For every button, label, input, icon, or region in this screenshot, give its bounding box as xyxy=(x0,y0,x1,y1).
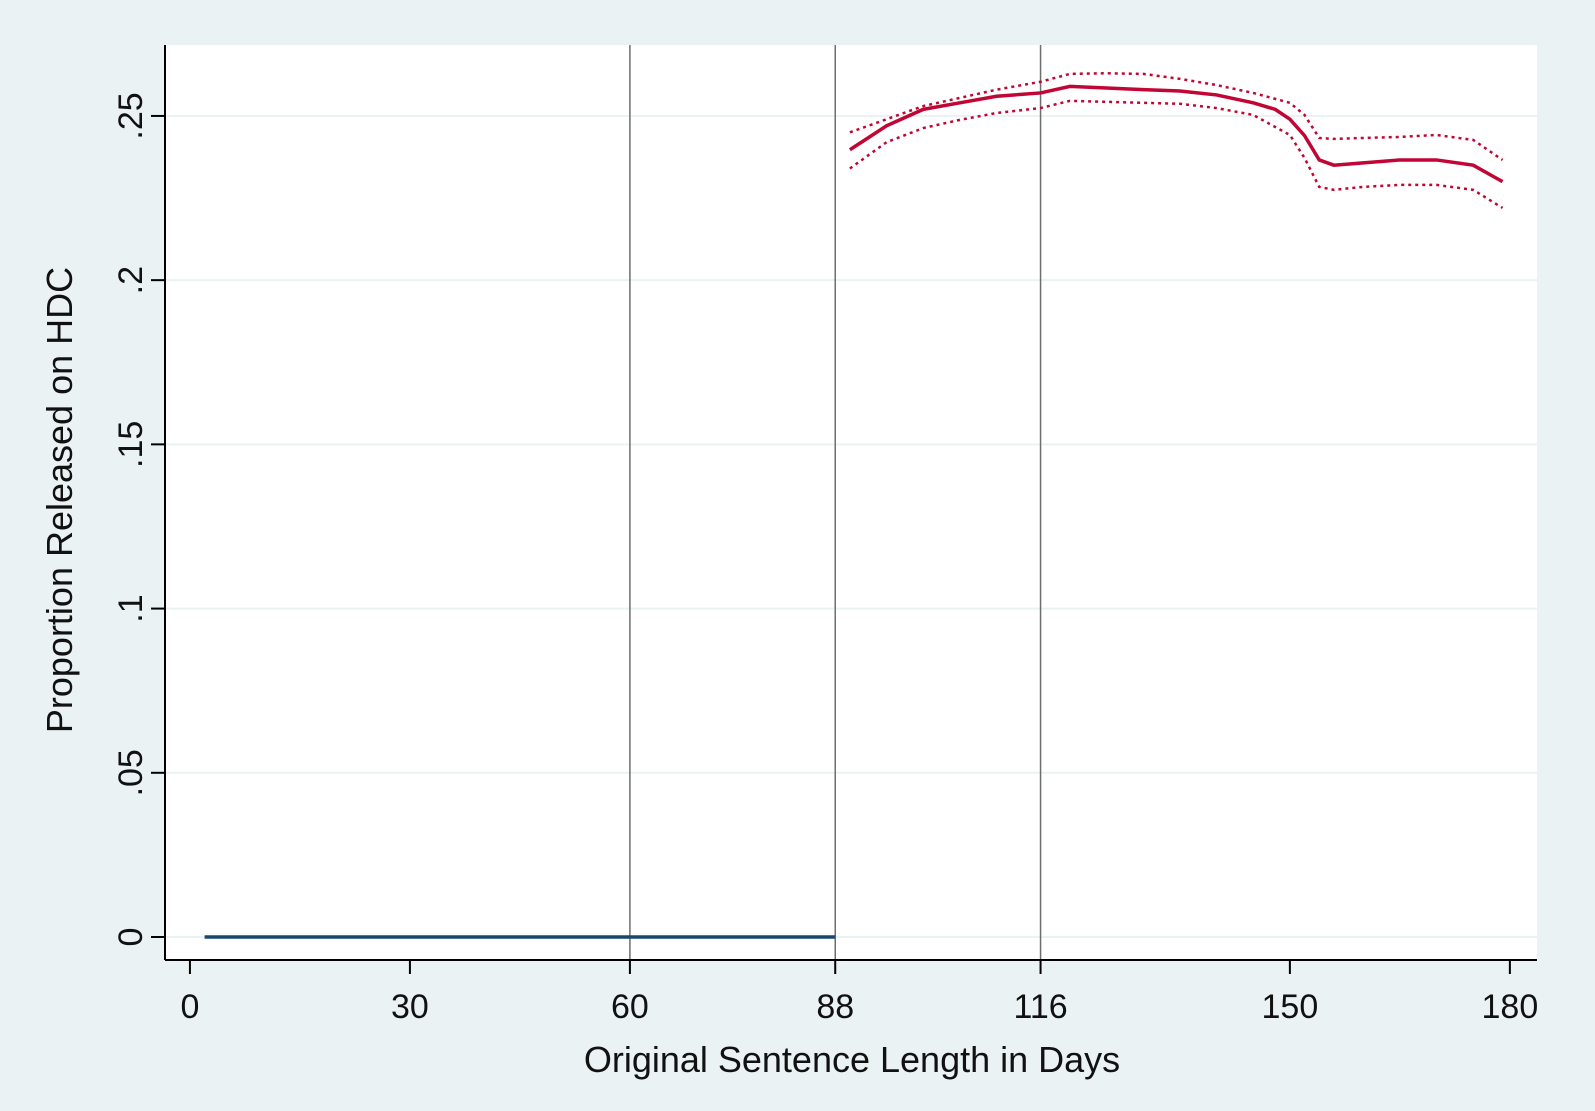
x-tick-label: 30 xyxy=(391,988,429,1026)
y-axis-title: Proportion Released on HDC xyxy=(39,267,80,733)
y-tick-label: .1 xyxy=(112,594,150,622)
y-tick-label: .2 xyxy=(112,266,150,294)
y-tick-label: .05 xyxy=(112,749,150,796)
series-line xyxy=(848,84,1504,184)
y-tick-label: .25 xyxy=(112,92,150,139)
y-tick-label: 0 xyxy=(112,928,150,947)
x-tick-label: 60 xyxy=(611,988,649,1026)
x-tick-label: 0 xyxy=(180,988,199,1026)
x-tick-label: 150 xyxy=(1262,988,1319,1026)
series-line xyxy=(849,99,1504,209)
x-tick-label: 116 xyxy=(1013,988,1067,1026)
x-tick-label: 88 xyxy=(816,988,854,1026)
x-axis-title: Original Sentence Length in Days xyxy=(584,1039,1120,1080)
series-line xyxy=(849,71,1504,161)
y-tick-label: .15 xyxy=(112,421,150,468)
plot-area xyxy=(165,45,1537,960)
x-tick-label: 180 xyxy=(1482,988,1539,1026)
